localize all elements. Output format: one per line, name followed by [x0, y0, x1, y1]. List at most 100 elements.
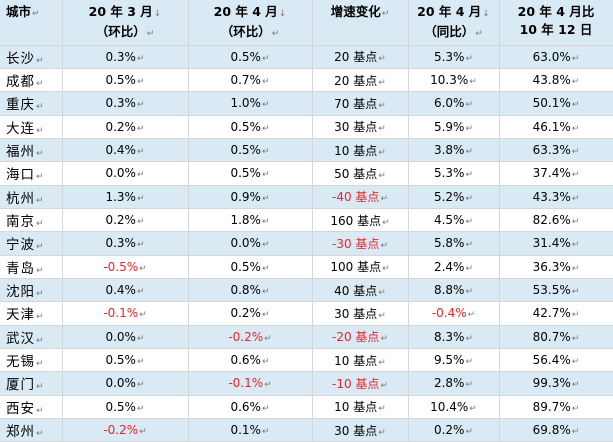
cell-april-yoy: 2.4%↵: [408, 255, 500, 279]
paragraph-mark: ↵: [571, 287, 580, 298]
cell-value: -40 基点: [332, 190, 380, 205]
paragraph-mark: ↵: [139, 427, 147, 438]
cell-april-yoy: 8.8%↵: [408, 278, 500, 303]
cell-value: 50.1%: [532, 96, 571, 111]
paragraph-mark: ↵: [136, 333, 145, 344]
header-april-yoy-sublabel: （同比）: [424, 24, 475, 39]
cell-april-vs-base: 80.7%↵: [499, 325, 613, 349]
paragraph-mark: ↵: [382, 217, 390, 228]
cell-value: 海口: [6, 167, 35, 184]
cell-city: 无锡↵: [0, 348, 63, 373]
paragraph-mark: ↵: [261, 193, 270, 204]
cell-april-yoy: 9.5%↵: [408, 348, 500, 373]
cell-april-yoy: 3.8%↵: [408, 138, 500, 163]
paragraph-mark: ↵: [378, 77, 386, 88]
paragraph-mark: ↵: [571, 333, 580, 344]
cell-value: 0.7%: [230, 73, 261, 88]
cell-value: 0.5%: [105, 353, 136, 368]
cell-value: -0.1%: [103, 306, 139, 321]
table-row: 重庆↵ 0.3%↵ 1.0%↵ 70 基点↵ 6.0%↵ 50.1%↵: [0, 91, 613, 116]
header-march-mom-sublabel: （环比）: [95, 24, 146, 39]
cell-value: 1.3%: [105, 189, 136, 204]
cell-value: 青岛: [6, 260, 35, 277]
cell-march-mom: 0.3%↵: [62, 45, 189, 69]
cell-april-vs-base: 36.3%↵: [499, 255, 613, 279]
paragraph-mark: ↵: [136, 240, 145, 251]
paragraph-mark: ↵: [136, 77, 145, 88]
cell-value: 30 基点: [334, 306, 378, 321]
cell-april-yoy: 10.3%↵: [408, 68, 500, 93]
cell-growth-change: 10 基点↵: [312, 348, 409, 373]
header-growth-change: 增速变化↵: [312, 0, 409, 46]
cell-march-mom: 0.3%↵: [62, 91, 189, 116]
paragraph-mark: ↵: [571, 77, 580, 88]
paragraph-mark: ↵: [36, 289, 45, 300]
cell-value: 53.5%: [532, 283, 571, 298]
cell-growth-change: 20 基点↵: [312, 45, 409, 69]
cell-value: 成都: [6, 74, 35, 91]
header-city-line-1: 城市↵: [6, 3, 60, 23]
paragraph-mark: ↵: [469, 77, 477, 88]
cell-value: 46.1%: [532, 119, 571, 134]
cell-april-mom: 0.6%↵: [188, 395, 313, 420]
table-row: 郑州↵ -0.2%↵ 0.1%↵ 30 基点↵ 0.2%↵ 69.8%↵: [0, 418, 613, 442]
paragraph-mark: ↵: [571, 427, 580, 438]
cell-city: 厦门↵: [0, 371, 63, 396]
cell-value: 福州: [6, 144, 35, 161]
paragraph-mark: ↵: [136, 217, 145, 228]
cell-value: 10 基点: [334, 353, 378, 368]
cell-april-vs-base: 63.0%↵: [499, 45, 613, 69]
paragraph-mark: ↵: [465, 240, 474, 251]
paragraph-mark: ↵: [381, 9, 390, 19]
header-april-yoy-line-1: 20 年 4 月↓: [411, 3, 497, 23]
cell-value: 0.3%: [105, 96, 136, 111]
cell-city: 南京↵: [0, 208, 63, 233]
cell-growth-change: 10 基点↵: [312, 138, 409, 163]
cell-april-mom: 0.7%↵: [188, 68, 313, 93]
cell-value: 70 基点: [334, 96, 378, 111]
cell-april-mom: -0.2%↵: [188, 325, 313, 349]
paragraph-mark: ↵: [261, 357, 270, 368]
paragraph-mark: ↵: [382, 264, 390, 275]
header-april-yoy: 20 年 4 月↓ （同比）↵: [408, 0, 500, 46]
paragraph-mark: ↵: [571, 147, 580, 158]
cell-april-mom: 0.5%↵: [188, 138, 313, 163]
cell-value: 武汉: [6, 330, 35, 347]
cell-april-vs-base: 46.1%↵: [499, 115, 613, 139]
cell-march-mom: -0.5%↵: [62, 255, 189, 279]
cell-value: 长沙: [6, 50, 35, 67]
header-march-mom-line-1: 20 年 3 月↓: [65, 3, 186, 23]
cell-march-mom: 0.5%↵: [62, 348, 189, 373]
cell-april-yoy: 5.8%↵: [408, 231, 500, 256]
paragraph-mark: ↵: [36, 359, 45, 370]
cell-value: 82.6%: [532, 213, 571, 228]
header-growth-change-label: 增速变化: [330, 4, 381, 19]
cell-value: 89.7%: [532, 399, 571, 414]
cell-value: -0.2%: [103, 423, 139, 438]
header-row: 城市↵ 20 年 3 月↓ （环比）↵ 20 年 4 月↓ （环比） ↵ 增速变化…: [0, 0, 613, 46]
table-row: 武汉↵ 0.0%↵ -0.2%↵ -20 基点↵ 8.3%↵ 80.7%↵: [0, 325, 613, 349]
cell-value: 0.6%: [230, 353, 261, 368]
cell-city: 杭州↵: [0, 185, 63, 209]
cell-growth-change: -30 基点↵: [312, 231, 409, 256]
cell-value: 1.0%: [230, 96, 261, 111]
paragraph-mark: ↵: [571, 310, 580, 321]
table-row: 宁波↵ 0.3%↵ 0.0%↵ -30 基点↵ 5.8%↵ 31.4%↵: [0, 231, 613, 256]
paragraph-mark: ↵: [380, 380, 388, 391]
paragraph-mark: ↵: [136, 170, 145, 181]
cell-value: 10.3%: [430, 73, 469, 88]
paragraph-mark: ↵: [36, 195, 45, 206]
table-row: 成都↵ 0.5%↵ 0.7%↵ 20 基点↵ 10.3%↵ 43.8%↵: [0, 68, 613, 93]
cell-march-mom: -0.2%↵: [62, 418, 189, 442]
paragraph-mark: ↵: [380, 194, 388, 205]
paragraph-mark: ↵: [378, 357, 386, 368]
cell-city: 福州↵: [0, 138, 63, 163]
paragraph-mark: ↵: [378, 54, 386, 65]
paragraph-mark: ↵: [378, 147, 386, 158]
cell-march-mom: 0.0%↵: [62, 325, 189, 349]
cell-value: 厦门: [6, 377, 35, 394]
header-march-mom: 20 年 3 月↓ （环比）↵: [62, 0, 189, 46]
cell-april-mom: 0.1%↵: [188, 418, 313, 442]
paragraph-mark: ↵: [261, 310, 270, 321]
paragraph-mark: ↵: [465, 170, 474, 181]
